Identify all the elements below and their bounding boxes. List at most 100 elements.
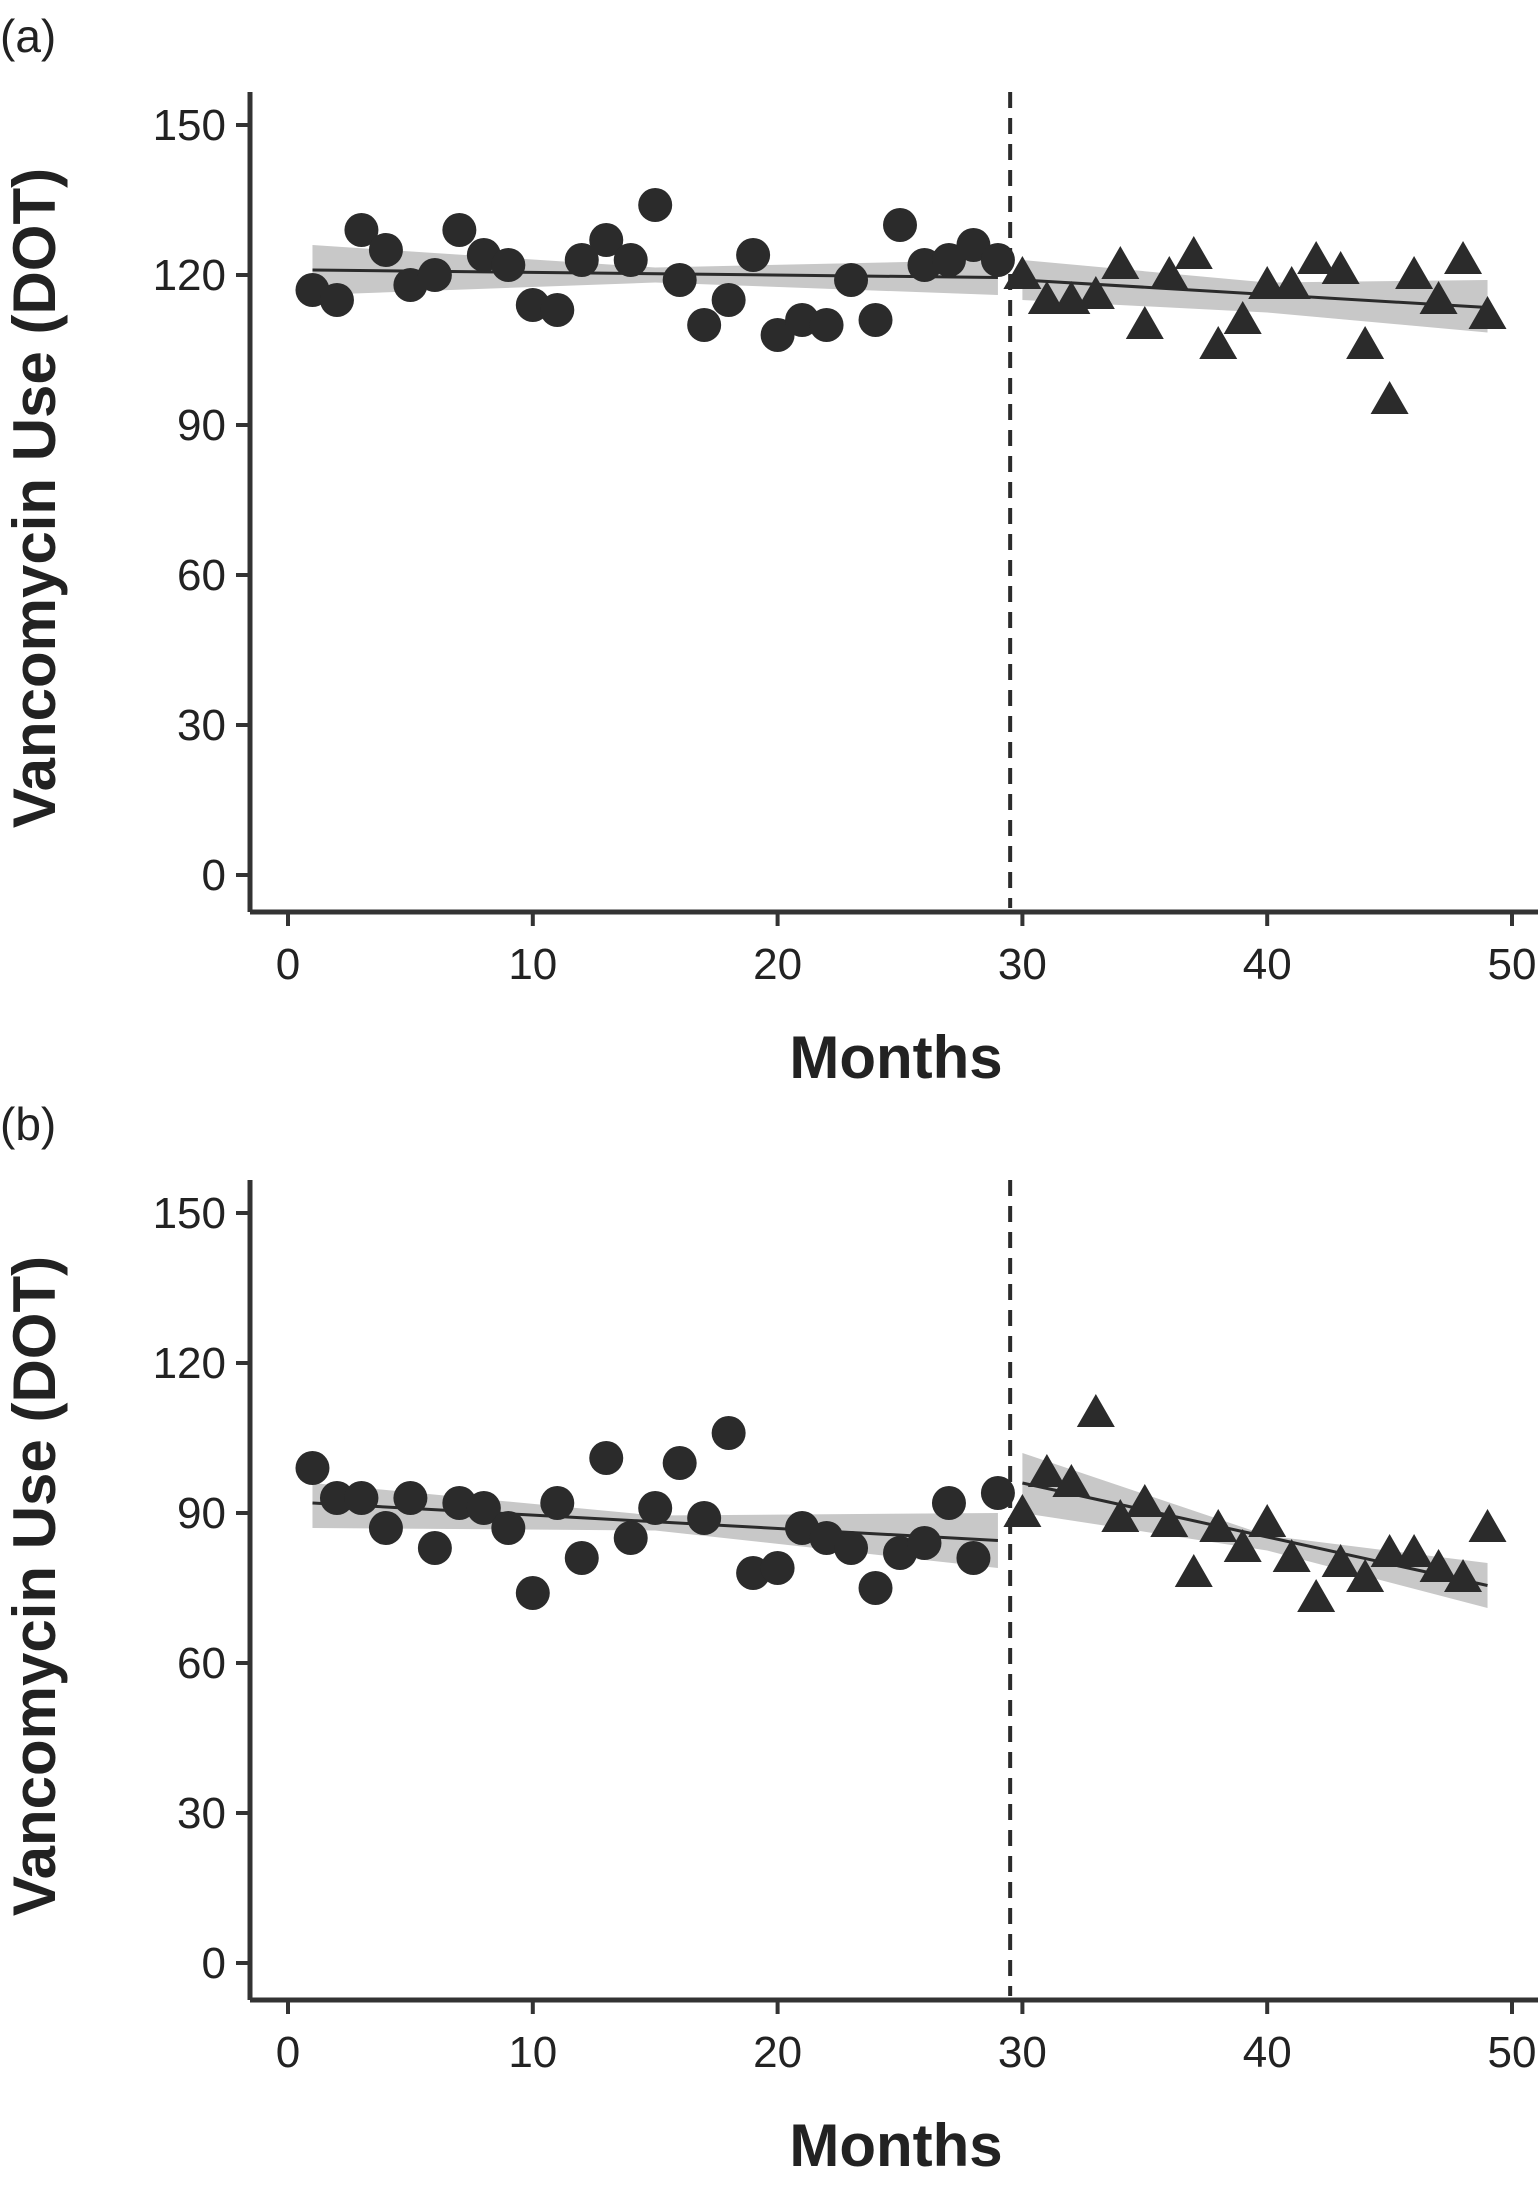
pre-point: [760, 318, 795, 352]
pre-point: [662, 263, 697, 297]
pre-point: [809, 308, 844, 342]
post-point: [1468, 1509, 1507, 1542]
post-point: [1101, 1499, 1140, 1532]
post-point: [1052, 1464, 1091, 1497]
pre-point: [466, 1491, 501, 1525]
pre-point: [442, 213, 477, 247]
post-point: [1223, 301, 1262, 334]
panel-label: (a): [0, 10, 56, 62]
y-tick-label: 30: [177, 701, 226, 750]
x-tick-label: 0: [276, 2028, 300, 2077]
y-tick-label: 60: [177, 1639, 226, 1688]
post-point: [1101, 246, 1140, 279]
x-tick-label: 40: [1243, 2028, 1292, 2077]
post-point: [1199, 326, 1238, 359]
pre-point: [344, 213, 379, 247]
pre-point: [736, 238, 771, 272]
post-point: [1076, 276, 1115, 309]
post-point: [1370, 381, 1409, 414]
pre-point: [931, 1486, 966, 1520]
pre-point: [368, 233, 403, 267]
pre-point: [883, 208, 917, 242]
post-point: [1248, 1504, 1287, 1537]
post-point: [1272, 266, 1311, 299]
panel-a: (a) 0 30 60 90 120 150 0 10 20 30 40 50 Months Vancomy…: [0, 10, 1538, 1091]
pre-point: [295, 1451, 330, 1485]
x-tick-label: 50: [1488, 940, 1537, 989]
pre-point: [491, 248, 526, 282]
pre-point: [956, 1541, 991, 1575]
y-tick-label: 90: [177, 1489, 226, 1538]
pre-point: [344, 1481, 379, 1515]
pre-point: [417, 1531, 452, 1565]
pre-point: [760, 1551, 795, 1585]
pre-point: [491, 1511, 526, 1545]
post-point: [1150, 256, 1189, 289]
y-tick-label: 120: [153, 1339, 226, 1388]
post-point: [1174, 236, 1213, 269]
pre-point: [687, 308, 722, 342]
pre-point: [662, 1446, 697, 1480]
y-tick-label: 30: [177, 1789, 226, 1838]
post-point: [1346, 1559, 1385, 1592]
post-point: [1419, 281, 1458, 314]
x-tick-label: 50: [1488, 2028, 1537, 2077]
post-point: [1297, 241, 1336, 274]
y-axis-title: Vancomycin Use (DOT): [1, 168, 68, 828]
x-tick-label: 30: [998, 2028, 1047, 2077]
pre-point: [931, 243, 966, 277]
y-tick-label: 150: [153, 1189, 226, 1238]
pre-point: [613, 1521, 648, 1555]
post-point: [1395, 1534, 1434, 1567]
pre-point: [540, 1486, 575, 1520]
x-axis-title: Months: [789, 1024, 1002, 1091]
pre-point: [711, 1416, 746, 1450]
pre-point: [515, 1576, 550, 1610]
pre-point: [638, 188, 673, 222]
x-tick-label: 0: [276, 940, 300, 989]
pre-point: [711, 283, 746, 317]
post-confidence-band: [1022, 1453, 1488, 1608]
pre-point: [540, 293, 575, 327]
y-axis-title: Vancomycin Use (DOT): [1, 1256, 68, 1916]
pre-point: [858, 303, 893, 337]
pre-point: [393, 1481, 428, 1515]
pre-point: [834, 1531, 869, 1565]
x-tick-label: 30: [998, 940, 1047, 989]
post-point: [1321, 251, 1360, 284]
post-point: [1468, 296, 1507, 329]
pre-point: [858, 1571, 893, 1605]
x-tick-label: 10: [508, 2028, 557, 2077]
pre-point: [638, 1491, 673, 1525]
post-point: [1223, 1529, 1262, 1562]
pre-point: [589, 1441, 624, 1475]
post-point: [1346, 326, 1385, 359]
post-point: [1199, 1509, 1238, 1542]
y-tick-label: 120: [153, 251, 226, 300]
pre-point: [956, 228, 991, 262]
post-point: [1321, 1544, 1360, 1577]
x-axis-title: Months: [789, 2112, 1002, 2179]
post-point: [1272, 1539, 1311, 1572]
post-point: [1027, 1454, 1066, 1487]
post-point: [1174, 1554, 1213, 1587]
x-tick-label: 20: [753, 2028, 802, 2077]
y-tick-label: 90: [177, 401, 226, 450]
post-point: [1125, 306, 1164, 339]
post-point: [1150, 1504, 1189, 1537]
post-point: [1370, 1534, 1409, 1567]
pre-point: [980, 1476, 1015, 1510]
y-tick-label: 60: [177, 551, 226, 600]
post-point: [1444, 241, 1483, 274]
post-point: [1125, 1484, 1164, 1517]
pre-point: [834, 263, 869, 297]
post-point: [1248, 266, 1287, 299]
post-point: [1395, 256, 1434, 289]
post-point: [1003, 1494, 1042, 1527]
post-point: [1297, 1579, 1336, 1612]
post-point: [1027, 281, 1066, 314]
y-tick-label: 150: [153, 101, 226, 150]
pre-point: [589, 223, 624, 257]
pre-point: [564, 1541, 599, 1575]
